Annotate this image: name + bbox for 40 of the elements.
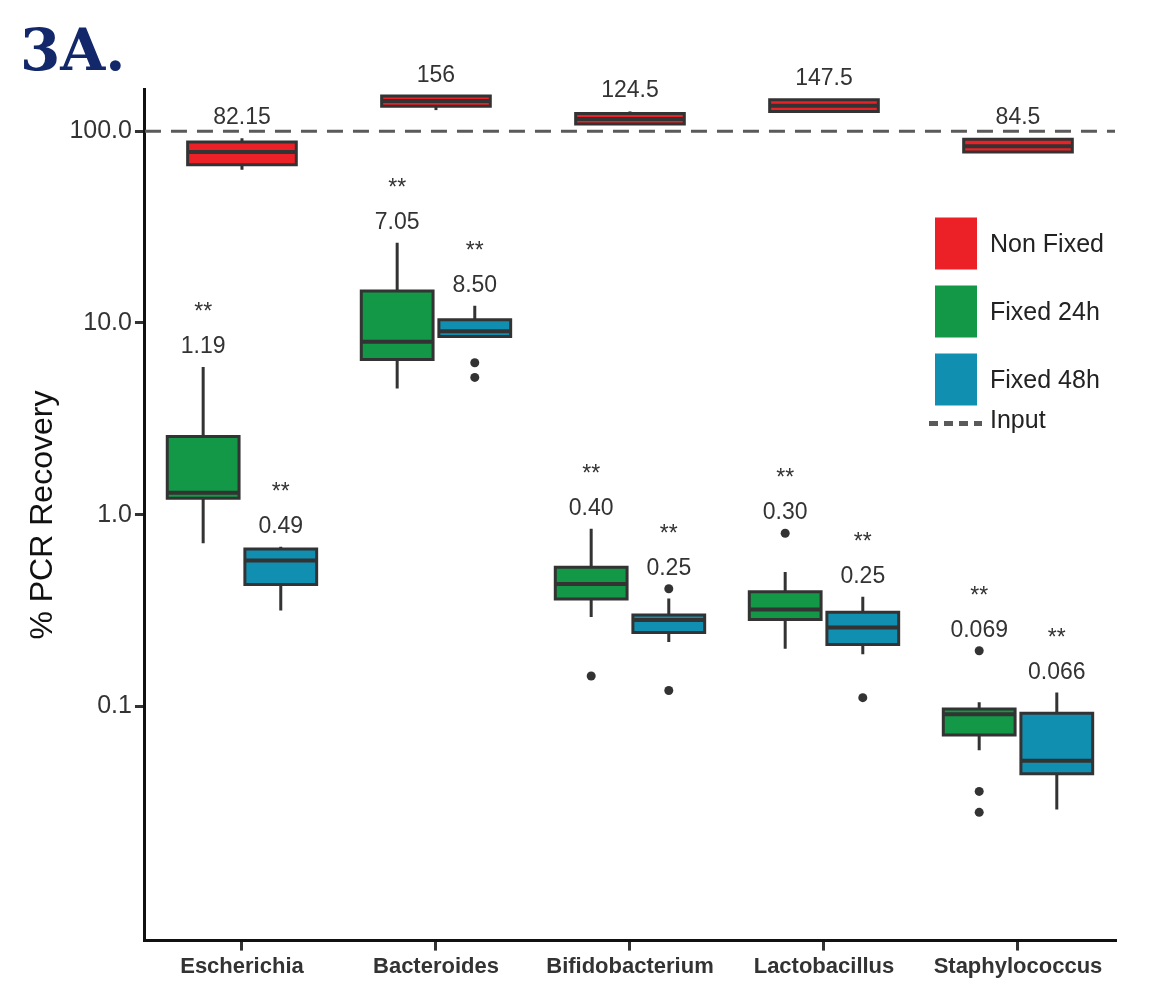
x-tick-label: Escherichia: [180, 952, 305, 978]
annotation: **: [1047, 623, 1066, 650]
text: 0.40: [568, 493, 614, 520]
y-tick-label: 100.0: [69, 115, 132, 144]
text: 147.5: [795, 64, 853, 91]
annotation: **: [388, 173, 407, 200]
x-tick-label: Bifidobacterium: [546, 952, 714, 978]
text: 124.5: [601, 76, 659, 103]
text: 156: [416, 60, 456, 87]
legend-label: Input: [990, 405, 1046, 434]
y-tick-label: 0.1: [97, 690, 132, 719]
annotation: **: [659, 519, 678, 546]
x-tick-label: Lactobacillus: [753, 952, 895, 978]
text: 0.49: [258, 511, 304, 538]
annotation: **: [271, 477, 290, 504]
y-tick-label: 10.0: [83, 306, 132, 335]
y-tick-label: 1.0: [97, 498, 132, 527]
text: 8.50: [452, 270, 498, 297]
text: 82.15: [213, 103, 271, 130]
text: 0.066: [1028, 657, 1086, 684]
annotation: **: [853, 527, 872, 554]
text: 0.25: [840, 561, 886, 588]
legend-label: Fixed 24h: [990, 297, 1100, 326]
text: 84.5: [995, 103, 1041, 130]
annotation: **: [776, 464, 795, 491]
x-tick-label: Staphylococcus: [933, 952, 1103, 978]
legend-label: Fixed 48h: [990, 365, 1100, 394]
text: 0.25: [646, 553, 692, 580]
annotation: **: [582, 459, 601, 486]
x-tick-label: Bacteroides: [373, 952, 499, 978]
annotation: **: [194, 297, 213, 324]
text: 7.05: [374, 207, 420, 234]
text: 0.30: [762, 498, 808, 525]
legend-label: Non Fixed: [990, 229, 1104, 258]
annotation: **: [970, 581, 989, 608]
annotation: **: [465, 236, 484, 263]
y-axis-title: % PCR Recovery: [23, 390, 60, 640]
text: 0.069: [950, 615, 1008, 642]
text: 1.19: [180, 331, 226, 358]
chart-title: 3A.: [20, 15, 126, 84]
